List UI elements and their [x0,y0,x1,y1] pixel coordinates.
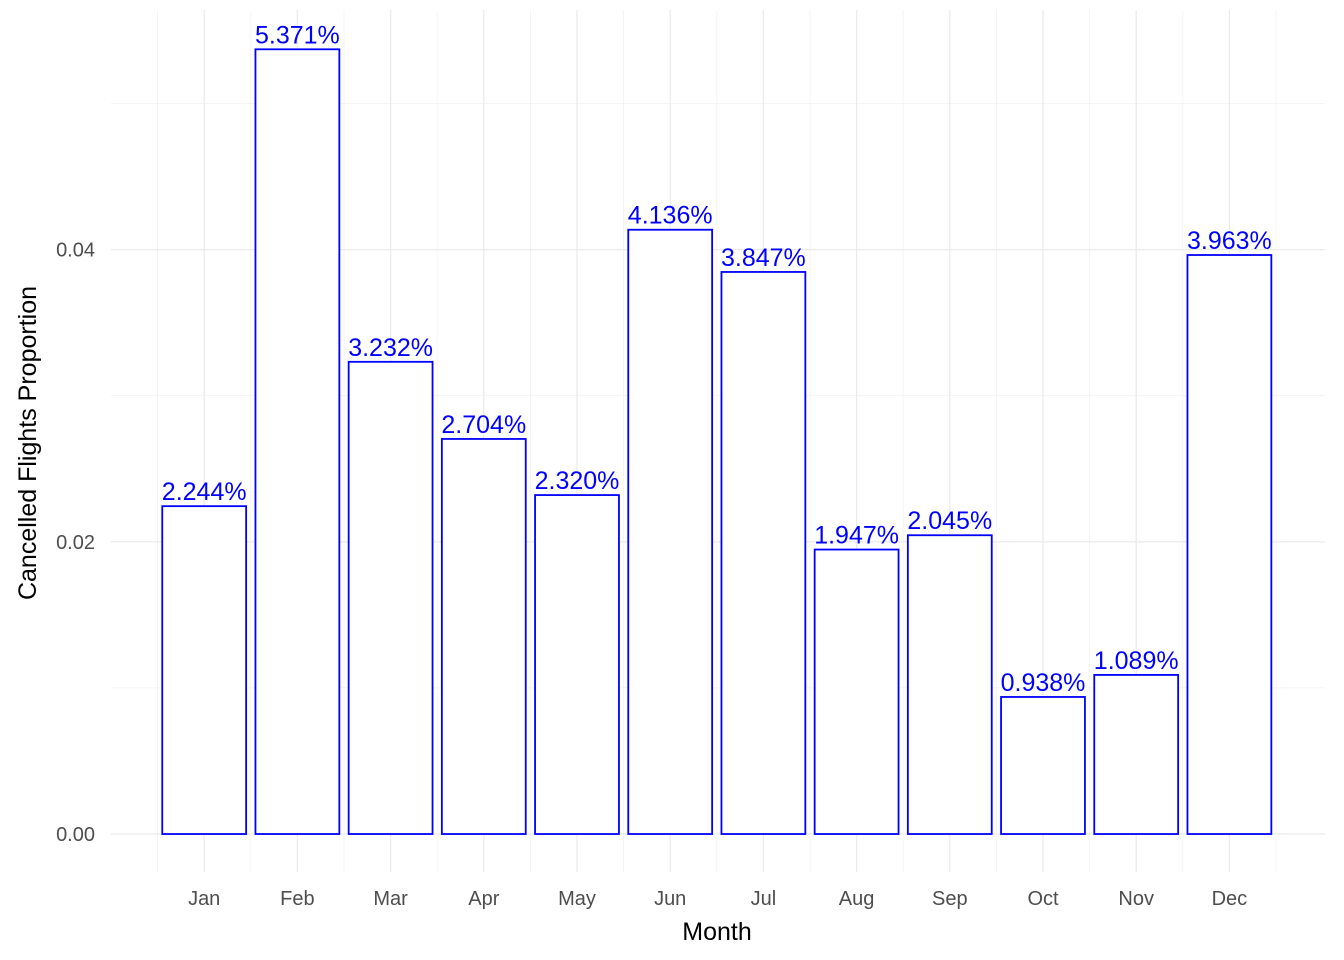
bar-label-may: 2.320% [535,467,620,495]
x-axis-tick-labels: Jan Feb Mar Apr May Jun Jul Aug Sep Oct Nov Dec [188,888,1247,910]
x-tick-label-oct: Oct [1027,888,1059,910]
bar-jun [627,228,714,835]
bar-mar [347,360,434,835]
y-tick-label: 0.04 [56,240,95,262]
x-tick-label-jun: Jun [654,888,686,910]
bar-jan [161,505,248,835]
bar-apr [440,438,527,835]
x-tick-label-mar: Mar [373,888,408,910]
bar-feb [254,48,341,835]
bar-label-jul: 3.847% [721,244,806,272]
y-tick-label: 0.00 [56,824,95,846]
y-axis-title: Cancelled Flights Proportion [14,286,42,600]
x-tick-label-may: May [558,888,596,910]
x-tick-label-dec: Dec [1212,888,1248,910]
bar-may [534,494,620,835]
bar-label-dec: 3.963% [1187,227,1272,255]
bar-label-feb: 5.371% [255,21,340,49]
bar-label-aug: 1.947% [814,522,899,550]
bar-label-mar: 3.232% [348,334,433,362]
bar-oct [1000,696,1086,835]
bar-sep [906,534,993,835]
bars [161,48,1273,835]
bar-label-oct: 0.938% [1001,669,1086,697]
x-tick-label-apr: Apr [468,888,499,910]
y-tick-label: 0.02 [56,532,95,554]
bar-nov [1093,674,1180,835]
bar-label-nov: 1.089% [1094,647,1179,675]
x-tick-label-jul: Jul [751,888,777,910]
bar-label-apr: 2.704% [441,411,526,439]
bar-label-sep: 2.045% [907,507,992,535]
bar-aug [813,548,900,835]
x-tick-label-nov: Nov [1118,888,1154,910]
bar-jul [720,271,807,835]
x-tick-label-aug: Aug [839,888,875,910]
x-axis-title: Month [682,918,751,946]
bar-label-jan: 2.244% [162,478,247,506]
y-axis-tick-labels: 0.00 0.02 0.04 [56,240,95,846]
bar-dec [1186,254,1273,835]
x-tick-label-sep: Sep [932,888,968,910]
bar-label-jun: 4.136% [628,202,713,230]
bar-value-labels: 2.244% 5.371% 3.232% 2.704% 2.320% 4.136% 3.84… [162,21,1272,697]
x-tick-label-jan: Jan [188,888,220,910]
x-tick-label-feb: Feb [280,888,314,910]
